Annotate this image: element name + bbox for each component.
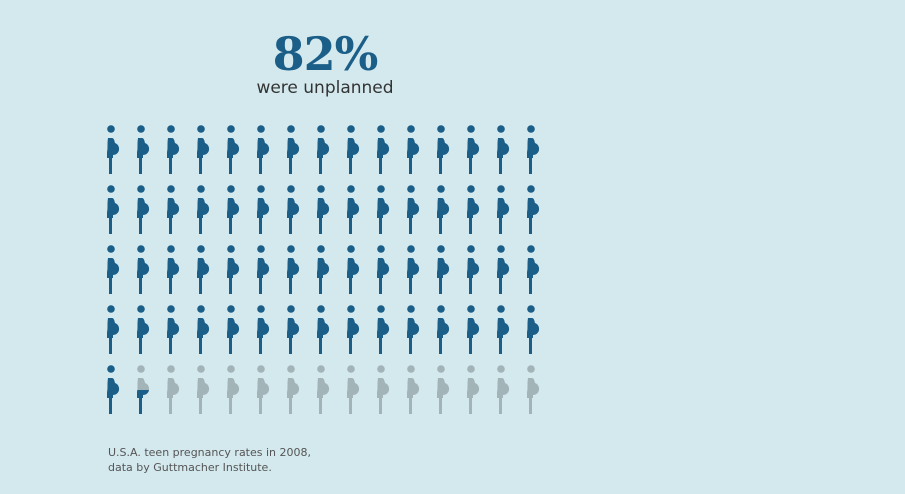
pregnant-woman-icon [257, 185, 270, 234]
pregnant-woman-icon [257, 125, 270, 174]
pregnant-woman-icon [347, 185, 360, 234]
pregnant-woman-icon [377, 245, 390, 294]
pregnant-woman-icon [527, 365, 540, 414]
pregnant-woman-icon [347, 365, 360, 414]
pregnant-woman-icon [407, 185, 420, 234]
pregnant-woman-icon [407, 125, 420, 174]
pregnant-woman-icon [227, 125, 240, 174]
pregnant-woman-icon [407, 245, 420, 294]
pregnant-woman-icon [527, 125, 540, 174]
pregnant-woman-icon [377, 185, 390, 234]
pregnant-woman-icon [167, 305, 180, 354]
pregnant-woman-icon [167, 365, 180, 414]
pregnant-woman-icon [377, 365, 390, 414]
pregnant-woman-icon [227, 185, 240, 234]
pregnant-woman-icon [347, 305, 360, 354]
pregnant-woman-icon [137, 185, 150, 234]
pregnant-woman-icon [437, 125, 450, 174]
pregnant-woman-icon [377, 125, 390, 174]
pregnant-woman-icon [107, 125, 120, 174]
pregnant-woman-icon [467, 125, 480, 174]
caption-line-2: data by Guttmacher Institute. [108, 461, 272, 474]
pregnant-woman-icon [197, 365, 210, 414]
pregnant-woman-icon [527, 245, 540, 294]
pregnant-woman-icon [317, 245, 330, 294]
pregnant-woman-icon [287, 185, 300, 234]
pregnant-woman-icon [497, 365, 510, 414]
pregnant-woman-icon [317, 125, 330, 174]
pregnant-woman-icon [137, 365, 150, 414]
pregnant-woman-icon [317, 185, 330, 234]
pregnant-woman-icon [287, 245, 300, 294]
pregnant-woman-icon [497, 305, 510, 354]
pregnant-woman-icon [227, 365, 240, 414]
pregnant-woman-icon [287, 305, 300, 354]
pregnant-woman-icon [227, 305, 240, 354]
pregnant-woman-icon [197, 305, 210, 354]
pregnant-woman-icon [407, 305, 420, 354]
pregnant-woman-icon [257, 245, 270, 294]
pregnant-woman-icon [467, 185, 480, 234]
headline: 82% were unplanned [225, 26, 425, 98]
pregnant-woman-icon [167, 125, 180, 174]
pregnant-woman-icon [257, 305, 270, 354]
pregnant-woman-icon [287, 125, 300, 174]
pregnant-woman-icon [497, 125, 510, 174]
pregnant-woman-icon [137, 125, 150, 174]
source-caption: U.S.A. teen pregnancy rates in 2008, dat… [108, 445, 311, 475]
pregnant-woman-icon [467, 245, 480, 294]
pregnant-woman-icon [437, 305, 450, 354]
pregnant-woman-icon [107, 185, 120, 234]
pregnant-woman-icon [437, 365, 450, 414]
pregnant-woman-icon [257, 365, 270, 414]
pregnant-woman-icon [377, 305, 390, 354]
pregnant-woman-icon [317, 305, 330, 354]
pregnant-woman-icon [497, 245, 510, 294]
pregnant-woman-icon [227, 245, 240, 294]
pregnant-woman-icon [347, 125, 360, 174]
pregnant-woman-icon [167, 245, 180, 294]
pregnant-woman-icon [347, 245, 360, 294]
headline-subtitle: were unplanned [256, 78, 394, 98]
pregnant-woman-icon [107, 305, 120, 354]
pregnant-woman-icon [467, 365, 480, 414]
pregnant-woman-icon [287, 365, 300, 414]
pregnant-woman-icon [197, 245, 210, 294]
pregnant-woman-icon [527, 185, 540, 234]
pregnant-woman-icon [437, 245, 450, 294]
pregnant-woman-icon [407, 365, 420, 414]
pregnant-woman-icon [167, 185, 180, 234]
pregnant-woman-icon [197, 185, 210, 234]
pregnant-woman-icon [317, 365, 330, 414]
pregnant-woman-icon [107, 365, 120, 414]
pregnant-woman-icon [197, 125, 210, 174]
pregnant-woman-icon [437, 185, 450, 234]
headline-percent: 82% [272, 27, 379, 81]
pregnant-woman-icon [137, 305, 150, 354]
pregnant-woman-icon [107, 245, 120, 294]
pregnant-woman-icon [467, 305, 480, 354]
caption-line-1: U.S.A. teen pregnancy rates in 2008, [108, 446, 312, 459]
pregnant-woman-icon [137, 245, 150, 294]
pregnant-woman-icon [497, 185, 510, 234]
pregnant-woman-icon [527, 305, 540, 354]
